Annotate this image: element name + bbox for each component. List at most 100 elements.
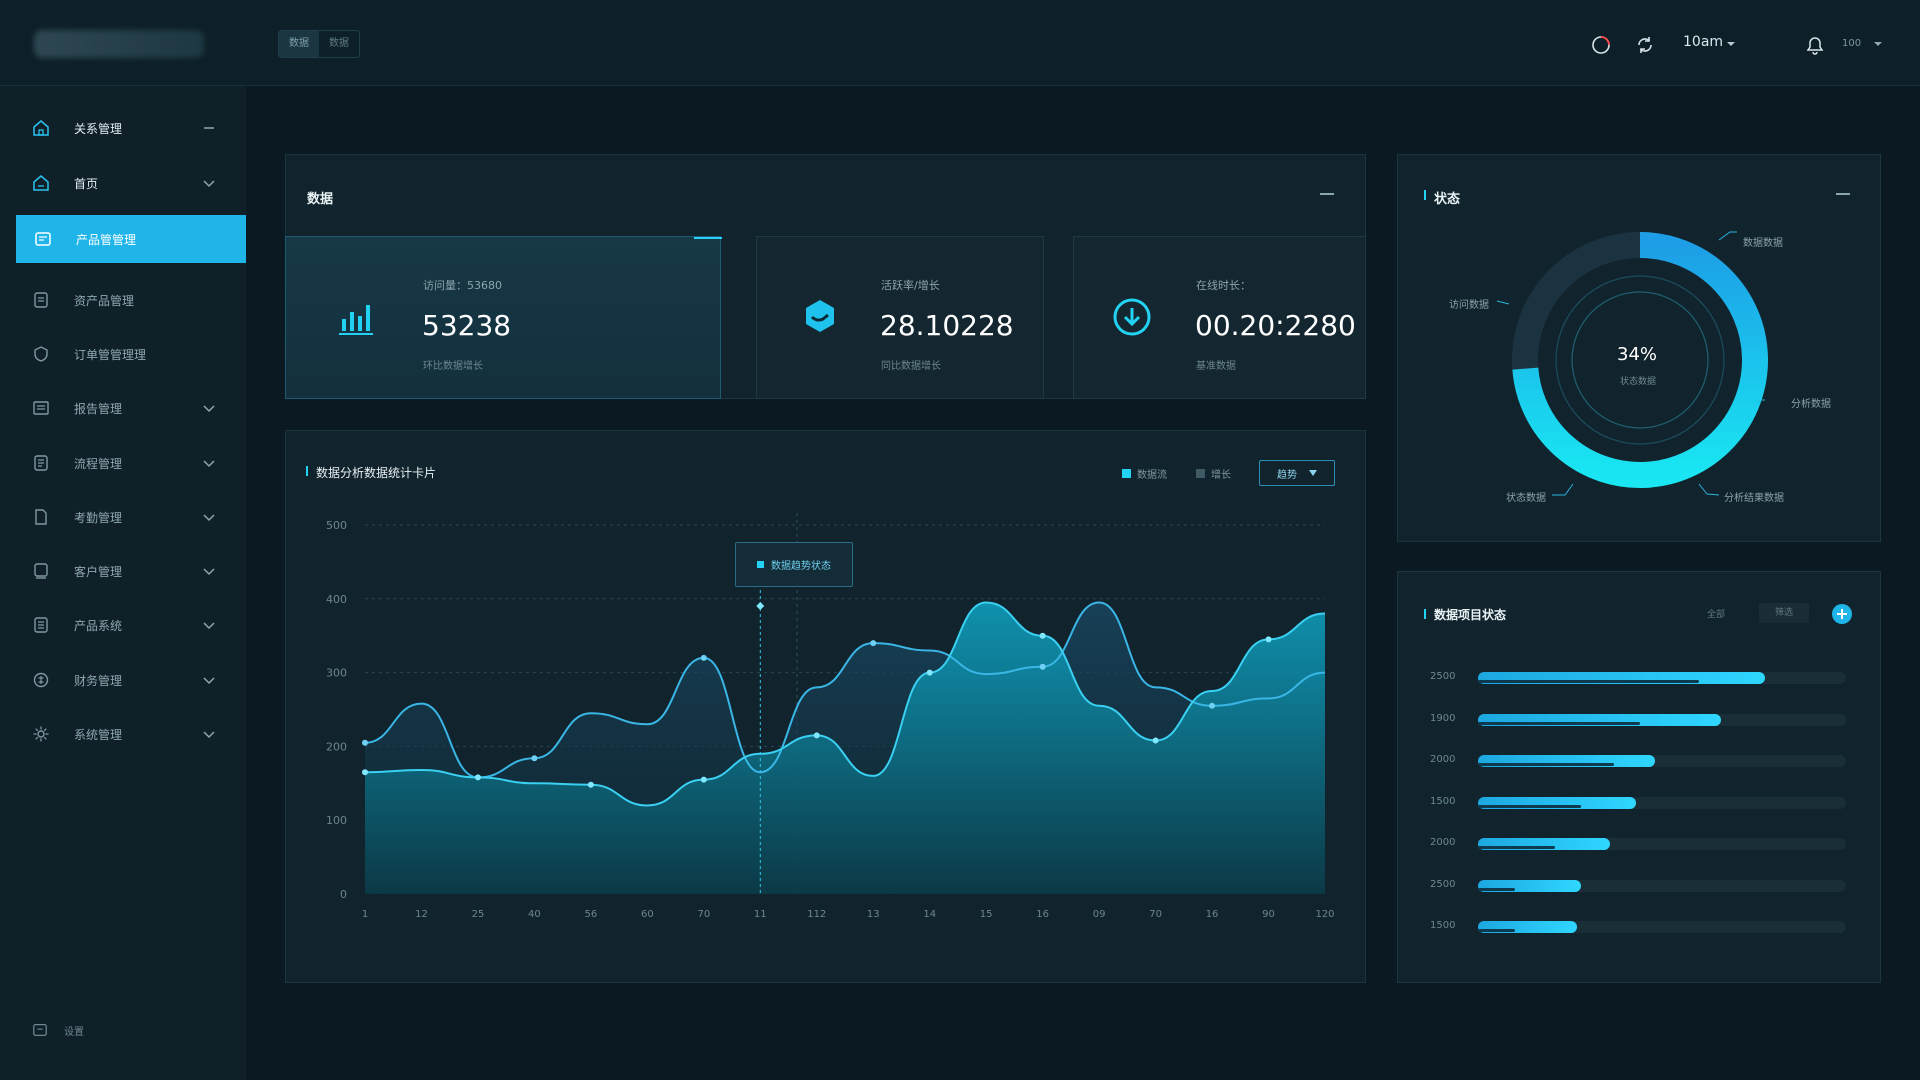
- sidebar-item-assets[interactable]: 资产品管理: [0, 276, 246, 324]
- donut-label: 分析结果数据: [1724, 493, 1784, 504]
- sidebar-item-label: 关系管理: [74, 122, 123, 136]
- chevron-down-icon[interactable]: [202, 619, 216, 631]
- sidebar-item-product-system[interactable]: 产品系统: [0, 601, 246, 649]
- donut-sub-label: 状态数据: [1620, 377, 1657, 387]
- stat-label: 访问量：53680: [423, 279, 502, 292]
- top-tab[interactable]: 数据: [329, 38, 349, 49]
- cube-icon: [806, 300, 834, 332]
- stat-card[interactable]: 在线时长： 00.20:2280 基准数据: [1073, 236, 1366, 399]
- donut-label: 数据数据: [1743, 238, 1783, 249]
- chevron-down-icon[interactable]: [202, 457, 216, 469]
- bell-icon[interactable]: [1804, 34, 1826, 56]
- data-point: [1209, 702, 1216, 709]
- x-tick-label: 120: [1315, 909, 1334, 920]
- user-menu[interactable]: 10am: [1683, 34, 1724, 50]
- sidebar-item-label: 系统管理: [74, 728, 123, 742]
- report-icon: [33, 401, 49, 415]
- chevron-down-icon[interactable]: [202, 511, 216, 523]
- legend-label: 增长: [1211, 470, 1231, 481]
- sidebar-item-home[interactable]: 首页: [0, 159, 246, 207]
- bar-chart-icon: [339, 305, 373, 335]
- user-icon: [34, 563, 48, 579]
- sidebar-item-relations[interactable]: 关系管理: [0, 104, 246, 152]
- donut-label: 分析数据: [1791, 399, 1831, 410]
- title-marker: [1424, 190, 1426, 200]
- chevron-down-icon[interactable]: [1872, 38, 1884, 50]
- progress-bar: [1478, 672, 1846, 684]
- bars-panel: [1397, 571, 1881, 983]
- data-point: [1039, 663, 1046, 670]
- sidebar-item-label: 资产品管理: [74, 294, 135, 308]
- sidebar-item-customers[interactable]: 客户管理: [0, 547, 246, 595]
- sidebar-item-orders[interactable]: 订单管管理理: [0, 330, 246, 378]
- sidebar-item-finance[interactable]: 财务管理: [0, 656, 246, 704]
- y-tick-label: 500: [326, 519, 347, 532]
- bar-label: 2500: [1430, 671, 1456, 682]
- stat-sub: 环比数据增长: [423, 361, 483, 372]
- chevron-down-icon[interactable]: [202, 402, 216, 414]
- collapse-icon[interactable]: [202, 122, 216, 134]
- chevron-down-icon[interactable]: [202, 674, 216, 686]
- tooltip-anchor-marker: [756, 602, 765, 610]
- sidebar-item-flow[interactable]: 流程管理: [0, 439, 246, 487]
- add-icon[interactable]: [1831, 603, 1853, 625]
- chevron-down-icon[interactable]: [202, 728, 216, 740]
- legend-swatch: [1196, 469, 1205, 478]
- card-accent: [694, 237, 722, 239]
- data-point: [362, 739, 368, 746]
- y-tick-label: 300: [326, 667, 347, 680]
- bar-label: 2000: [1430, 754, 1456, 765]
- chevron-down-icon[interactable]: [1725, 38, 1737, 50]
- x-tick-label: 16: [1036, 909, 1049, 920]
- sidebar-item-label: 财务管理: [74, 674, 123, 688]
- filter-all-button[interactable]: 全部: [1707, 610, 1726, 620]
- data-point: [362, 769, 368, 776]
- finance-icon: [33, 672, 49, 688]
- data-point: [1152, 737, 1159, 744]
- title-marker: [1424, 609, 1426, 619]
- donut-inner-ring: [1555, 275, 1725, 445]
- data-point: [700, 654, 707, 661]
- sidebar-item-products[interactable]: 产品管管理: [16, 215, 246, 263]
- legend-item[interactable]: 数据流: [1122, 466, 1167, 481]
- sidebar-item-system[interactable]: 系统管理: [0, 710, 246, 758]
- donut-progress-arc: [1512, 232, 1768, 488]
- progress-bar-sub-fill: [1478, 680, 1699, 683]
- legend-swatch: [1122, 469, 1131, 478]
- chart-range-dropdown[interactable]: 趋势: [1259, 460, 1335, 486]
- refresh-icon[interactable]: [1634, 34, 1656, 56]
- x-tick-label: 112: [807, 909, 826, 920]
- sidebar-item-label: 报告管理: [74, 402, 123, 416]
- filter-button[interactable]: 筛选: [1759, 603, 1809, 623]
- stat-card[interactable]: 活跃率/增长 28.10228 同比数据增长: [756, 236, 1044, 399]
- minimize-icon[interactable]: [1836, 193, 1850, 195]
- progress-bar: [1478, 796, 1846, 809]
- stat-sub: 基准数据: [1196, 361, 1236, 372]
- x-tick-label: 15: [980, 909, 993, 920]
- stat-sub: 同比数据增长: [881, 361, 941, 372]
- chevron-down-icon[interactable]: [202, 565, 216, 577]
- legend-item[interactable]: 增长: [1196, 466, 1231, 481]
- data-point: [587, 781, 594, 788]
- sidebar-footer[interactable]: 设置: [32, 1022, 84, 1038]
- stat-card[interactable]: 访问量：53680 53238 环比数据增长: [285, 236, 722, 399]
- x-tick-label: 09: [1093, 909, 1106, 920]
- sidebar-item-attendance[interactable]: 考勤管理: [0, 493, 246, 541]
- sidebar-item-reports[interactable]: 报告管理: [0, 384, 246, 432]
- donut-chart: [1496, 231, 1768, 496]
- chart-tooltip: 数据趋势状态: [735, 542, 853, 587]
- series-area-flow: [365, 602, 1325, 894]
- progress-bar-sub-fill: [1478, 887, 1515, 891]
- bar-label: 1500: [1430, 795, 1456, 807]
- user-name[interactable]: 100: [1842, 38, 1862, 49]
- x-tick-label: 56: [585, 909, 598, 920]
- x-tick-label: 12: [415, 909, 428, 920]
- home-icon: [33, 120, 49, 136]
- chevron-down-icon[interactable]: [202, 177, 216, 189]
- stat-label: 活跃率/增长: [881, 279, 940, 292]
- minimize-icon[interactable]: [1320, 193, 1334, 195]
- top-tab[interactable]: 数据: [279, 31, 319, 57]
- x-tick-label: 14: [923, 909, 936, 920]
- notification-ring-icon[interactable]: [1590, 34, 1612, 56]
